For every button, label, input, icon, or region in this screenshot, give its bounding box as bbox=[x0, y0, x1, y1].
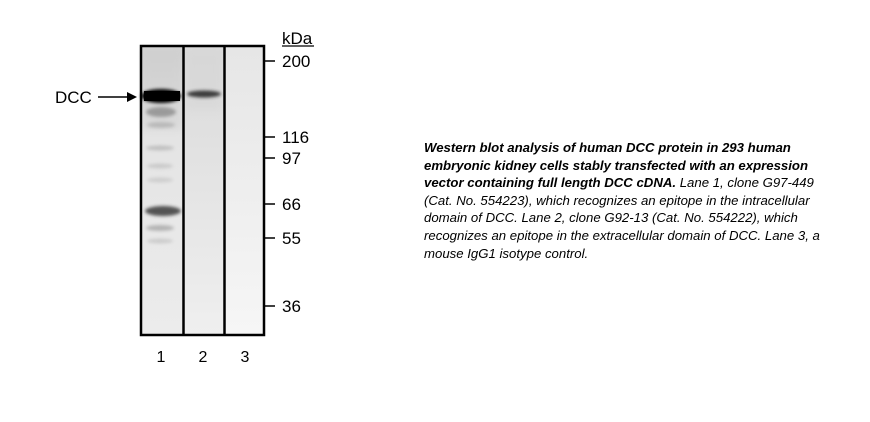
lane-1-smear bbox=[146, 107, 176, 117]
caption-body: Lane 1, clone G97-449 (Cat. No. 554223),… bbox=[424, 175, 820, 261]
molecular-weight-markers bbox=[264, 60, 275, 307]
dcc-band-lane-2 bbox=[187, 90, 221, 98]
lane-3-background bbox=[225, 46, 264, 335]
marker-label-36: 36 bbox=[282, 297, 301, 316]
protein-bands bbox=[141, 89, 221, 244]
marker-label-200: 200 bbox=[282, 52, 310, 71]
caption-title: Western blot analysis of human DCC prote… bbox=[424, 140, 809, 191]
lane-number-1: 1 bbox=[157, 349, 166, 366]
marker-label-66: 66 bbox=[282, 195, 301, 214]
arrowhead-icon bbox=[127, 92, 137, 102]
dcc-arrow-indicator: DCC bbox=[55, 88, 137, 107]
unit-label: kDa bbox=[282, 29, 313, 48]
target-label: DCC bbox=[55, 88, 92, 107]
marker-label-97: 97 bbox=[282, 149, 301, 168]
lane-number-3: 3 bbox=[241, 349, 250, 366]
marker-label-116: 116 bbox=[282, 128, 309, 147]
figure-caption: Western blot analysis of human DCC prote… bbox=[424, 139, 824, 262]
marker-label-55: 55 bbox=[282, 229, 301, 248]
lane-borders bbox=[139, 44, 266, 337]
lane-1-band-62kda bbox=[145, 206, 181, 216]
lane-number-2: 2 bbox=[199, 349, 208, 366]
